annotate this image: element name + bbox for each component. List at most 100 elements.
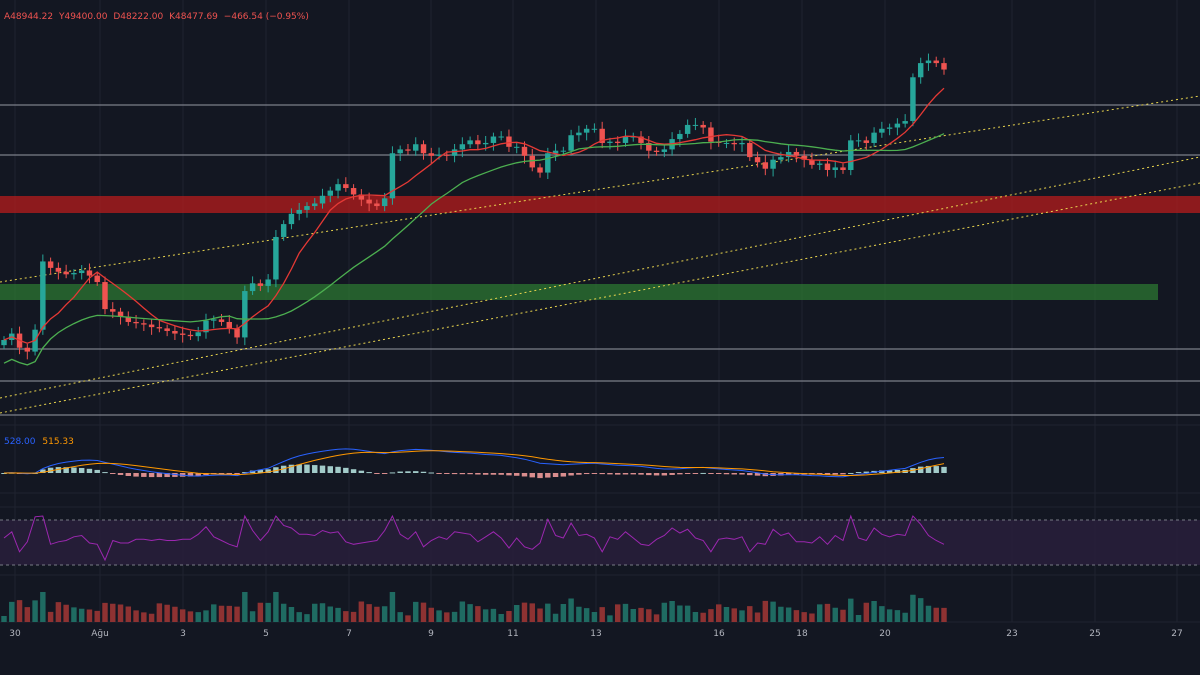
candle-body [187,334,194,337]
candle-body [94,275,100,283]
volume-bar [871,601,877,622]
macd-histogram-bar [646,473,652,476]
volume-bar [622,603,629,622]
candle-body [622,136,629,143]
volume-bar [863,602,870,622]
macd-histogram-bar [545,473,551,478]
open-value: A48944.22 [4,12,54,22]
x-tick-label: 18 [796,629,808,639]
candle-body [467,140,473,145]
trend-channel [0,95,1200,414]
candle-body [785,151,792,158]
volume-bar [529,603,535,622]
volume-bar [692,612,699,622]
candle-body [583,128,590,133]
volume-bar [933,607,939,622]
x-tick-label: 25 [1089,629,1100,639]
macd-histogram-bar [148,473,155,478]
macd-histogram-bar [482,473,489,475]
candle-body [203,320,209,333]
horizontal-levels [0,104,1200,416]
volume-bar [366,604,372,622]
candle-body [653,150,660,152]
macd-histogram-bar [102,472,108,474]
macd-legend: 528.00 515.33 [4,437,74,447]
candle-body [754,157,761,163]
volume-bar [754,612,761,622]
candle-body [684,124,691,134]
candle-body [498,136,504,138]
volume-bar [428,607,434,622]
candle-body [809,159,815,165]
macd-histogram-bar [55,467,62,473]
volume-bar [731,608,737,622]
volume-bar [257,602,264,622]
volume-bar [816,604,823,622]
volume-bar [350,611,357,622]
macd-histogram-bar [692,473,699,474]
channel-line [0,156,1200,399]
volume-bar [568,598,574,622]
volume-bar [809,613,815,622]
candle-body [1,340,7,346]
candle-body [211,319,217,321]
volume-bar [506,611,512,622]
volume-bar [599,607,605,622]
macd-histogram-bar [607,473,613,475]
rsi-band [0,520,1200,565]
volume-bar [747,606,753,622]
ohlc-readout: A48944.22 Y49400.00 D48222.00 K48477.69 … [4,12,312,22]
macd-histogram-bar [436,473,442,474]
candle-body [148,324,155,328]
candle-body [327,190,333,196]
macd-histogram-bar [583,473,590,475]
channel-line [0,95,1200,283]
candle-body [265,279,271,286]
candle-body [482,142,489,145]
volume-bar [405,615,411,622]
x-tick-label: 20 [879,629,891,639]
candle-body [863,140,870,143]
candle-body [335,184,341,191]
candle-body [490,136,497,143]
candle-body [459,144,466,150]
macd-histogram-bar [296,464,302,473]
candle-body [700,124,706,128]
candle-body [218,319,225,322]
candle-body [894,123,901,128]
candle-body [917,63,924,78]
candle-body [234,328,240,338]
candle-body [125,316,132,322]
macd-histogram-bar [242,472,248,474]
candle-body [731,142,737,145]
macd-histogram-bar [793,473,800,475]
candle-body [855,140,862,142]
candle-body [552,150,559,154]
macd-histogram-bar [622,473,629,475]
candle-body [677,133,683,140]
candle-body [350,188,357,195]
macd-histogram-bar [778,473,784,476]
candle-body [343,184,349,189]
volume-bar [343,611,349,622]
candle-body [576,132,582,136]
macd-value: 528.00 [4,437,36,447]
macd-histogram-bar [879,470,885,473]
volume-bar [187,611,194,622]
volume-bar [459,601,466,622]
x-tick-label: 27 [1171,629,1182,639]
candle-body [444,154,450,156]
candle-body [280,224,287,237]
macd-histogram-bar [451,473,458,475]
volume-bar [312,603,318,622]
x-tick-label: Ağu [91,629,109,639]
volume-bar [9,601,15,622]
high-value: Y49400.00 [58,12,108,22]
macd-histogram-bar [731,473,737,475]
volume-bar [374,606,380,622]
volume-bar [249,611,256,622]
volume-bar [514,605,520,622]
candle-body [319,195,326,204]
macd-histogram-bar [529,473,535,478]
